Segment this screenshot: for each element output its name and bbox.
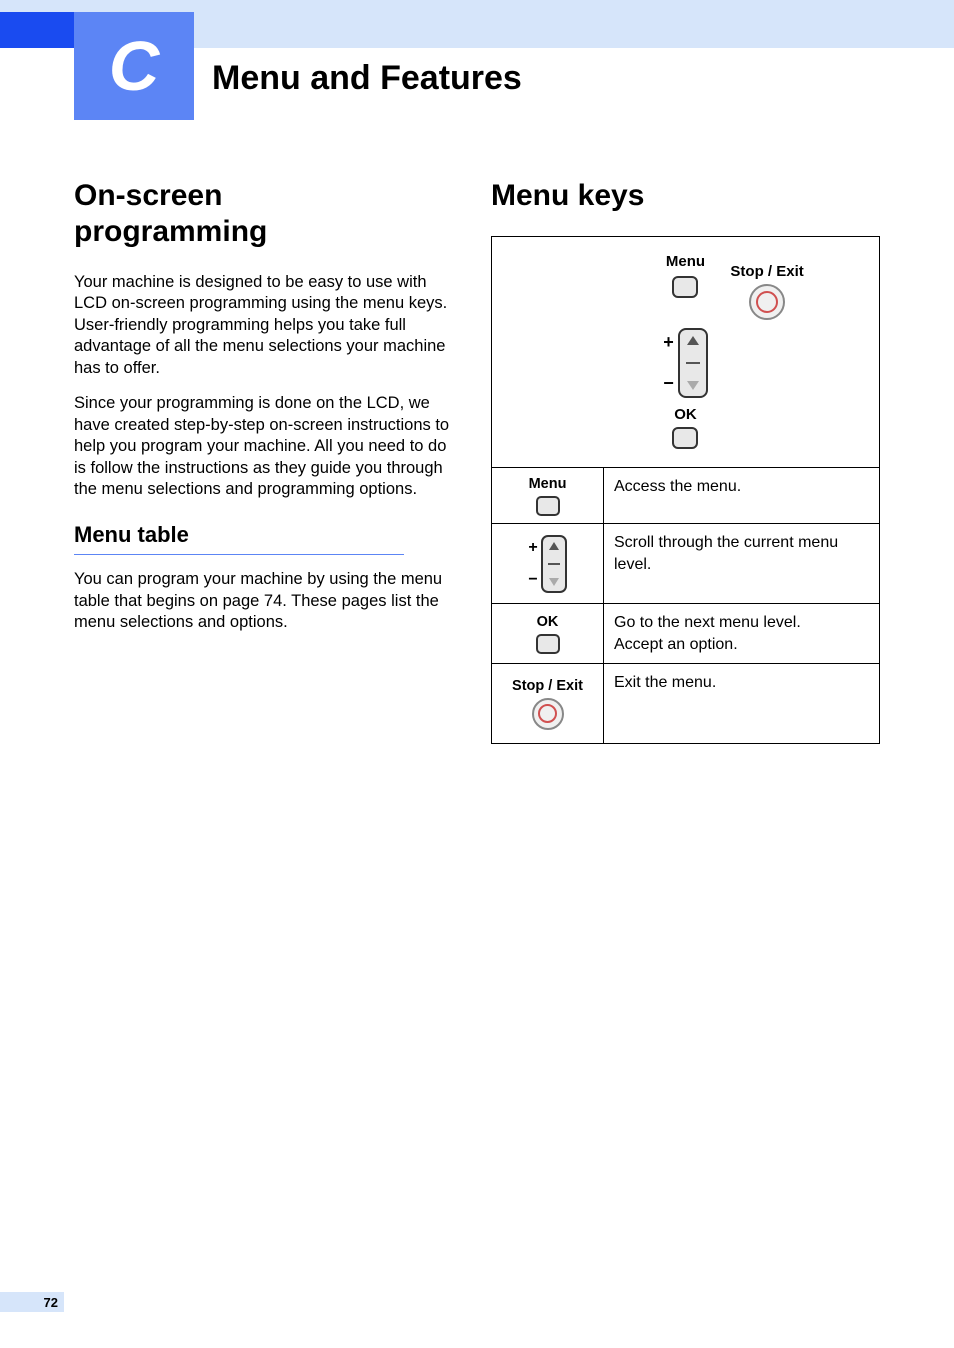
left-column: On-screen programming Your machine is de… [74, 178, 459, 744]
row-rocker-divider [548, 563, 560, 565]
chapter-badge: C [74, 12, 194, 120]
stop-button-icon [749, 284, 785, 320]
row-ok-label: OK [537, 614, 559, 630]
page-number-bar: 72 [0, 1292, 64, 1312]
row-menu-desc: Access the menu. [604, 468, 879, 523]
overview-stop-block: Stop / Exit [730, 263, 803, 320]
subheading-menu-table: Menu table [74, 522, 459, 548]
overview-ok-label: OK [674, 406, 697, 423]
panel-overview: Menu + − [492, 237, 879, 467]
table-row: Menu Access the menu. [492, 467, 879, 523]
arrow-up-icon [687, 336, 699, 345]
para-intro-2: Since your programming is done on the LC… [74, 393, 459, 500]
menu-keys-panel: Menu + − [491, 236, 880, 744]
chapter-title: Menu and Features [212, 59, 522, 120]
row-arrows-desc: Scroll through the current menu level. [604, 524, 879, 603]
row-stop-ring-icon [538, 704, 557, 723]
menu-button-icon [672, 276, 698, 298]
row-arrow-rocker-icon [541, 535, 567, 593]
overview-stop-label: Stop / Exit [730, 263, 803, 280]
table-row: + − Scroll through the current menu leve… [492, 523, 879, 603]
row-menu-label: Menu [529, 476, 567, 492]
rocker-divider [686, 362, 700, 364]
stop-ring-icon [756, 291, 778, 313]
para-menu-table: You can program your machine by using th… [74, 569, 459, 633]
para-intro-1: Your machine is designed to be easy to u… [74, 272, 459, 379]
page-number: 72 [44, 1295, 58, 1310]
minus-label: − [663, 373, 674, 394]
ok-button-icon [672, 427, 698, 449]
content-columns: On-screen programming Your machine is de… [0, 178, 954, 744]
section-heading-onscreen: On-screen programming [74, 178, 459, 250]
row-ok-icon-cell: OK [492, 604, 604, 663]
table-row: OK Go to the next menu level. Accept an … [492, 603, 879, 663]
row-menu-button-icon [536, 496, 560, 516]
chapter-row: C Menu and Features [0, 48, 954, 120]
header-light-bar [0, 0, 954, 12]
overview-ok-block: OK [672, 402, 698, 449]
row-stop-label: Stop / Exit [512, 678, 583, 694]
row-ok-desc: Go to the next menu level. Accept an opt… [604, 604, 879, 663]
panel-overview-inner: Menu + − [663, 253, 708, 449]
overview-bottom-row: OK [663, 402, 708, 449]
row-plus-minus: + − [528, 539, 537, 589]
row-arrows-icon-cell: + − [492, 524, 604, 603]
overview-menu-label: Menu [666, 253, 705, 270]
row-stop-button-icon [532, 698, 564, 730]
row-stop-desc: Exit the menu. [604, 664, 879, 743]
section-heading-menukeys: Menu keys [491, 178, 880, 214]
row-minus-label: − [528, 571, 537, 589]
row-arrow-down-icon [549, 578, 559, 586]
plus-minus-labels: + − [663, 332, 674, 394]
row-stop-icon-cell: Stop / Exit [492, 664, 604, 743]
header-light-strip [120, 12, 954, 48]
row-arrow-up-icon [549, 542, 559, 550]
arrow-down-icon [687, 381, 699, 390]
row-plus-label: + [528, 539, 537, 557]
row-ok-button-icon [536, 634, 560, 654]
table-row: Stop / Exit Exit the menu. [492, 663, 879, 743]
plus-label: + [663, 332, 674, 353]
row-menu-icon-cell: Menu [492, 468, 604, 523]
right-column: Menu keys Menu + − [491, 178, 880, 744]
overview-arrow-block: + − [663, 328, 708, 398]
arrow-rocker-icon [678, 328, 708, 398]
subheading-rule [74, 554, 404, 555]
